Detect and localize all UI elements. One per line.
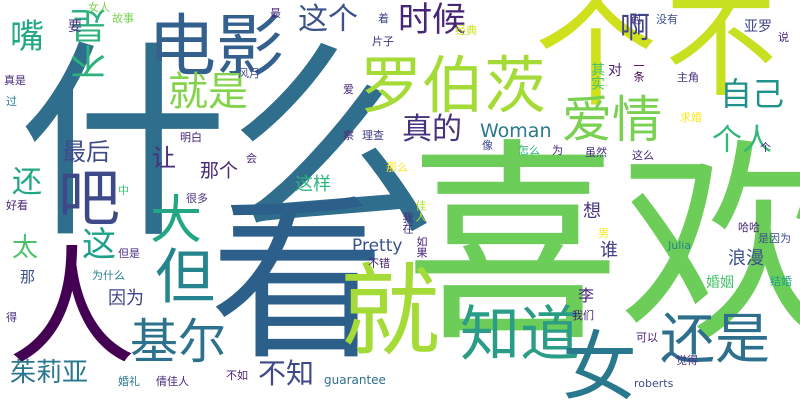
word-zuizui: 最 [270, 7, 281, 20]
word-zui: 嘴 [10, 17, 44, 57]
word-dui: 对 [608, 63, 622, 79]
word-tai: 太 [12, 233, 39, 263]
word-shuo: 说 [778, 31, 789, 44]
word-hunyin: 婚姻 [706, 275, 734, 291]
word-gushi: 故事 [112, 12, 134, 25]
word-luobocai: 罗伯茨 [360, 49, 547, 122]
word-haha: 哈哈 [738, 221, 760, 234]
word-rugu: 如果 [415, 236, 428, 258]
word-moliya: 茱莉亚 [10, 358, 89, 388]
word-hai: 还 [12, 165, 42, 200]
word-hui: 会 [246, 152, 257, 165]
word-shui: 谁 [600, 240, 618, 261]
word-zhende: 真的 [402, 112, 462, 147]
word-qimiao: 其实 [589, 62, 605, 90]
word-jiehun: 结婚 [770, 275, 792, 288]
word-nameg: 那么 [386, 161, 408, 174]
word-pao: 跑 [630, 13, 641, 26]
word-aiqing: 爱情 [562, 91, 662, 149]
word-bucuo: 不错 [368, 257, 390, 270]
word-zhenshi: 真是 [4, 74, 26, 87]
word-zheme: 这么 [632, 149, 654, 162]
word-nei: 那 [20, 268, 36, 286]
word-jiaren: 佳人 [414, 200, 427, 222]
word-zhujue: 主角 [677, 71, 699, 84]
word-wozai: 我在 [401, 212, 414, 234]
word-keyi: 可以 [636, 331, 658, 344]
word-a: 啊 [620, 11, 650, 46]
word-henduo: 很多 [186, 192, 208, 205]
word-gamma: 个 [760, 141, 771, 154]
word-da: 大 [150, 191, 203, 251]
word-ai: 爱 [343, 83, 354, 96]
word-jier: 基尔 [130, 314, 227, 370]
word-woman: Woman [480, 120, 552, 142]
word-qianjiaren: 倩佳人 [156, 375, 189, 388]
word-juede: 觉得 [676, 354, 698, 367]
word-buzhi: 不知 [258, 357, 315, 390]
word-hunli: 婚礼 [118, 375, 140, 388]
word-zhong: 中 [118, 184, 129, 197]
word-zhege: 这个 [298, 2, 358, 37]
word-julia: Julia [668, 239, 692, 252]
word-zenme: 怎么 [518, 144, 540, 157]
word-ge: 个 [535, 0, 657, 124]
word-fengyue: 风月 [238, 67, 260, 80]
word-yitiao: 一条 [632, 60, 645, 82]
word-cha: 察 [343, 129, 354, 142]
word-dianying: 电影 [148, 8, 285, 87]
word-weishenme: 为什么 [92, 269, 125, 282]
word-danshi: 但是 [118, 247, 140, 260]
word-guo: 过 [6, 95, 17, 108]
word-mingbai: 明白 [180, 131, 202, 144]
word-rang: 让 [152, 144, 176, 172]
word-lizha: 理查 [362, 129, 384, 142]
word-geren: 个人 [712, 123, 772, 158]
word-ba: 吧 [58, 162, 121, 235]
word-dan: 但 [155, 243, 215, 313]
word-women: 我们 [572, 309, 594, 322]
word-qiuhun: 求婚 [680, 111, 702, 124]
word-jingdian: 经典 [455, 24, 477, 37]
word-xihuan: 喜欢 [405, 120, 800, 371]
word-zuihou: 最后 [62, 138, 110, 166]
word-pretty: Pretty [352, 236, 403, 256]
word-ren: 人 [8, 234, 137, 383]
word-nage: 那个 [200, 160, 239, 182]
word-langman: 浪漫 [728, 248, 764, 269]
word-guarantee: guarantee [324, 373, 386, 387]
word-wei: 为 [552, 144, 563, 157]
word-nv: 女 [562, 323, 638, 400]
word-xiang2: 像 [482, 139, 493, 152]
word-kan: 看 [210, 181, 385, 384]
word-de: 得 [6, 311, 17, 324]
word-jiu: 就 [340, 253, 440, 370]
word-bu: 不 [665, 0, 777, 113]
word-yao: 要 [68, 19, 82, 35]
word-zhe: 这 [82, 225, 116, 265]
word-ziji: 自己 [720, 75, 785, 113]
word-yinwei: 因为 [108, 288, 144, 309]
word-pianzi: 片子 [372, 35, 394, 48]
word-nan: 男 [598, 227, 609, 240]
word-haishi: 还是 [660, 307, 771, 371]
word-zhidao: 知道 [460, 300, 580, 370]
word-roberts: roberts [634, 377, 674, 390]
word-shenme: 什么 [18, 22, 439, 267]
word-jiushi: 就是 [168, 69, 248, 115]
word-haokan: 好看 [6, 199, 28, 212]
word-shiyinwei: 是因为 [758, 232, 791, 245]
word-yaluo: 亚罗 [744, 19, 772, 35]
word-li: 李 [578, 286, 595, 305]
word-buru: 不如 [226, 369, 248, 382]
word-zhe2: 着 [378, 12, 389, 25]
word-meiyou: 没有 [656, 13, 678, 26]
word-suiran: 虽然 [585, 146, 607, 159]
word-nvren: 女人 [88, 1, 110, 14]
word-zheyang: 这样 [295, 174, 331, 195]
word-xiang: 想 [583, 201, 601, 222]
word-shihou: 时候 [398, 0, 466, 40]
